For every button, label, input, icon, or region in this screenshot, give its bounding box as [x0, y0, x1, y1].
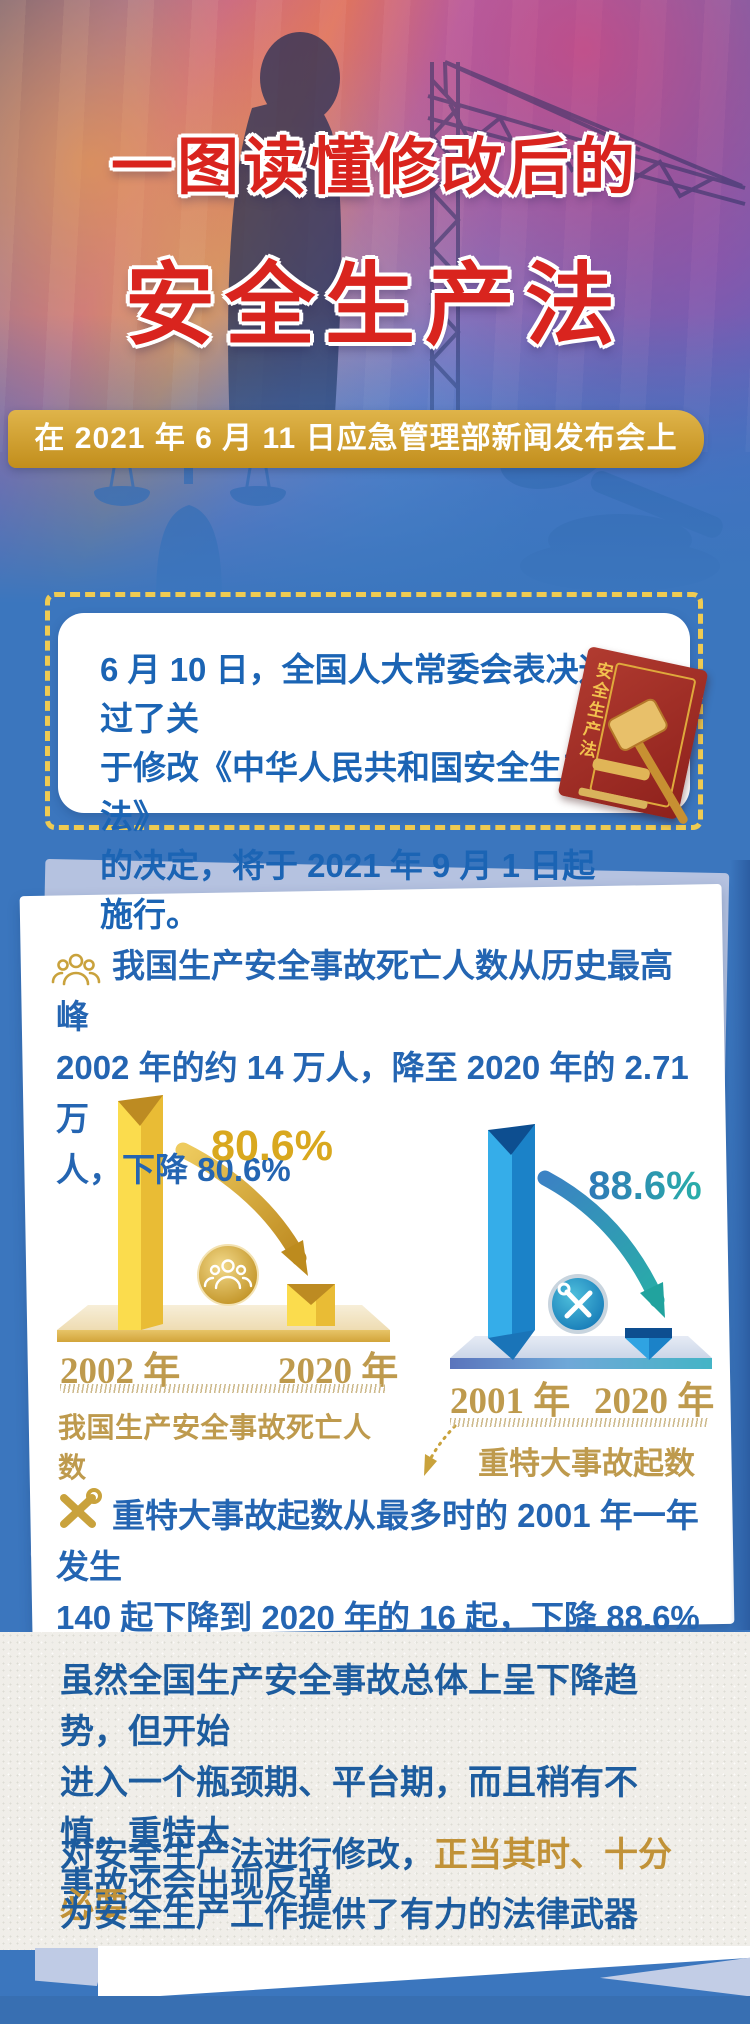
accidents-summary-text: 重特大事故起数从最多时的 2001 年一年发生 140 起下降到 2020 年的…: [56, 1497, 700, 1636]
poster-title-line1: 一图读懂修改后的: [110, 133, 639, 202]
deaths-decline-percent: 80.6%: [211, 1122, 333, 1170]
notice-dashed-box: 6 月 10 日，全国人大常委会表决通过了关 于修改《中华人民共和国安全生产法》…: [45, 592, 709, 933]
conclusion-paragraph-1: 虽然全国生产安全事故总体上呈下降趋势，但开始 进入一个瓶颈期、平台期，而且稍有不…: [60, 1662, 638, 1904]
accidents-year-start: 2001 年: [450, 1381, 571, 1422]
law-book-icon: 安全生产法: [557, 645, 709, 824]
subtitle-banner: 在 2021 年 6 月 11 日应急管理部新闻发布会上: [8, 410, 704, 468]
gavel-icon: [578, 698, 688, 824]
bottom-blue-strip: [0, 1996, 750, 2024]
deaths-chart-caption: 我国生产安全事故死亡人数: [58, 1412, 372, 1483]
hatch-divider-right: [450, 1418, 708, 1427]
accidents-year-end: 2020 年: [594, 1381, 715, 1422]
notice-body: 6 月 10 日，全国人大常委会表决通过了关 于修改《中华人民共和国安全生产法》…: [100, 651, 612, 933]
deaths-summary-text: 我国生产安全事故死亡人数从历史最高峰 2002 年的约 14 万人，降至 202…: [56, 947, 689, 1188]
hatch-divider-left: [60, 1384, 385, 1393]
conclusion-p2-emphasis: 正当其时、十分必要: [60, 1836, 672, 1925]
conclusion-paragraph-3: 为安全生产工作提供了有力的法律武器: [60, 1896, 638, 1934]
conclusion-p2-lead: 对安全生产法进行修改，: [60, 1836, 434, 1874]
accidents-chart-caption: 重特大事故起数: [478, 1446, 695, 1481]
accidents-decline-percent: 88.6%: [580, 1164, 710, 1209]
right-edge-shadow: [730, 860, 750, 1630]
bottom-decor-left: [35, 1948, 107, 1986]
hero-section: 一图读懂修改后的 安全生产法 在 2021 年 6 月 11 日应急管理部新闻发…: [0, 0, 750, 628]
conclusion-paragraph-2: 对安全生产法进行修改，正当其时、十分必要: [60, 1830, 705, 1932]
photo-blue-overlay: [0, 0, 750, 628]
notice-card: 6 月 10 日，全国人大常委会表决通过了关 于修改《中华人民共和国安全生产法》…: [58, 613, 709, 933]
poster-title-line2: 安全生产法: [125, 256, 625, 356]
conclusion-section: 虽然全国生产安全事故总体上呈下降趋势，但开始 进入一个瓶颈期、平台期，而且稍有不…: [0, 1632, 750, 1950]
